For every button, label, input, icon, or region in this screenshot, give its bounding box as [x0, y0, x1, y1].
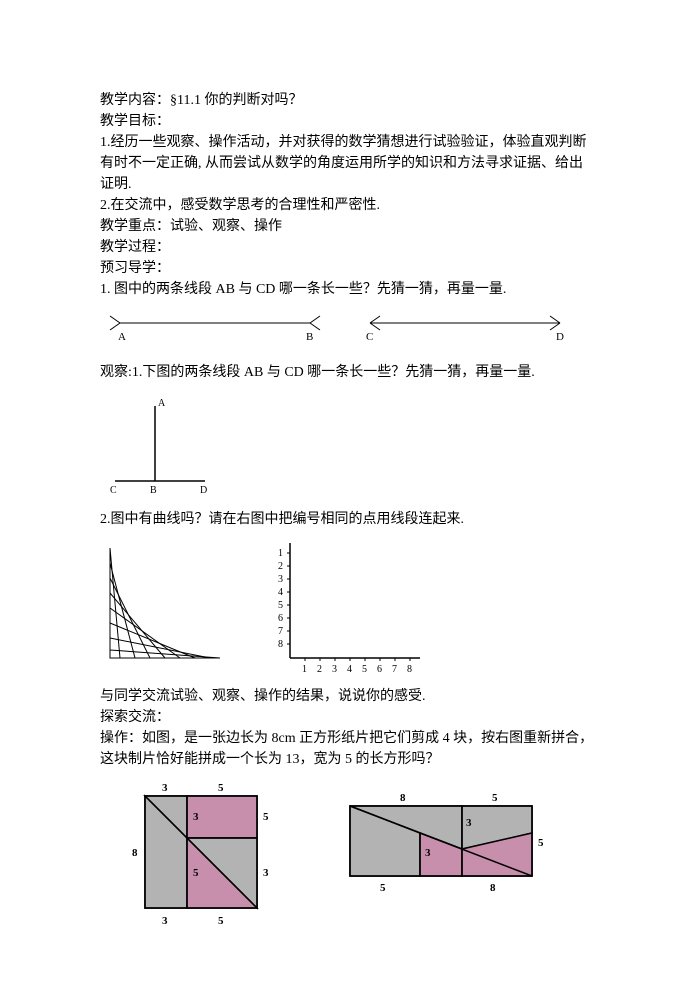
y-tick: 4 — [278, 587, 283, 598]
process: 教学过程： — [100, 237, 595, 258]
x-tick: 8 — [407, 664, 412, 675]
discuss-2: 探索交流： — [100, 707, 595, 728]
x-tick: 6 — [377, 664, 382, 675]
dim-label: 3 — [162, 915, 168, 927]
dim-label: 8 — [490, 882, 496, 894]
discuss-1: 与同学交流试验、观察、操作的结果，说说你的感受. — [100, 686, 595, 707]
label-a2: A — [158, 398, 166, 409]
label-a: A — [118, 331, 126, 343]
dim-label: 3 — [466, 817, 472, 829]
content-label: 教学内容：§11.1 你的判断对吗？ — [100, 90, 595, 111]
figure-1-arrows: A B C D — [100, 308, 595, 348]
figure-2-tshape: A B C D — [100, 391, 595, 501]
y-tick: 8 — [278, 639, 283, 650]
dim-label: 3 — [193, 811, 199, 823]
question-1: 1. 图中的两条线段 AB 与 CD 哪一条长一些？先猜一猜，再量一量. — [100, 279, 595, 300]
dim-label: 5 — [193, 867, 199, 879]
y-tick: 1 — [278, 548, 283, 559]
figure-4-dissection: 3 5 8 3 5 5 3 3 5 — [120, 776, 595, 936]
question-2: 2.图中有曲线吗？请在右图中把编号相同的点用线段连起来. — [100, 509, 595, 530]
x-tick: 4 — [347, 664, 352, 675]
dim-label: 5 — [380, 882, 386, 894]
x-tick: 3 — [332, 664, 337, 675]
goal-2: 2.在交流中，感受数学思考的合理性和严密性. — [100, 195, 595, 216]
document-page: 教学内容：§11.1 你的判断对吗？ 教学目标： 1.经历一些观察、操作活动，并… — [0, 0, 695, 984]
dim-label: 5 — [218, 782, 224, 794]
dim-label: 3 — [263, 867, 269, 879]
discuss-3: 操作：如图，是一张边长为 8cm 正方形纸片把它们剪成 4 块，按右图重新拼合，… — [100, 728, 595, 770]
goal-label: 教学目标： — [100, 111, 595, 132]
dim-label: 3 — [425, 847, 431, 859]
y-tick: 6 — [278, 613, 283, 624]
label-d2: D — [200, 485, 207, 496]
x-tick: 2 — [317, 664, 322, 675]
dim-label: 5 — [538, 837, 544, 849]
x-tick: 1 — [302, 664, 307, 675]
preview: 预习导学： — [100, 258, 595, 279]
goal-1: 1.经历一些观察、操作活动，并对获得的数学猜想进行试验验证，体验直观判断有时不一… — [100, 132, 595, 195]
dim-label: 5 — [263, 811, 269, 823]
dim-label: 8 — [132, 847, 138, 859]
dim-label: 5 — [218, 915, 224, 927]
y-tick: 3 — [278, 574, 283, 585]
label-c: C — [366, 331, 373, 343]
observe-text: 观察:1.下图的两条线段 AB 与 CD 哪一条长一些？先猜一猜，再量一量. — [100, 362, 595, 383]
dim-label: 8 — [400, 792, 406, 804]
figure-3-curves: 1 2 3 4 5 6 7 8 1 2 3 4 5 6 7 8 — [100, 538, 595, 678]
label-b: B — [306, 331, 313, 343]
focus: 教学重点：试验、观察、操作 — [100, 216, 595, 237]
y-tick: 2 — [278, 561, 283, 572]
label-d: D — [556, 331, 564, 343]
x-tick: 5 — [362, 664, 367, 675]
dim-label: 5 — [492, 792, 498, 804]
label-c2: C — [110, 485, 117, 496]
y-tick: 5 — [278, 600, 283, 611]
label-b2: B — [150, 485, 157, 496]
x-tick: 7 — [392, 664, 397, 675]
dim-label: 3 — [162, 782, 168, 794]
axes-chart: 1 2 3 4 5 6 7 8 1 2 3 4 5 6 7 8 — [260, 538, 430, 678]
y-tick: 7 — [278, 626, 283, 637]
